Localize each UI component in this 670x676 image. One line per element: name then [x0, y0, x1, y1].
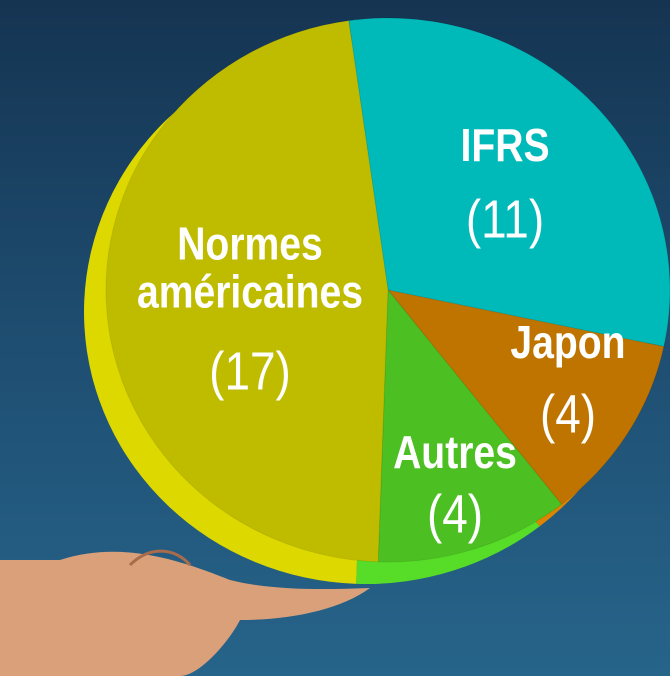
value-label: (11) — [466, 192, 544, 249]
slide: IFRS (11) Japon (4) Autres (4) Normes américai… — [0, 0, 670, 676]
category-label: IFRS — [460, 121, 549, 169]
value-label: (4) — [540, 387, 596, 444]
category-label: Japon — [510, 318, 625, 366]
category-label: Normes américaines — [123, 220, 378, 317]
value-label: (4) — [427, 487, 483, 544]
category-label: Autres — [393, 428, 517, 476]
value-label: (17) — [209, 344, 291, 401]
